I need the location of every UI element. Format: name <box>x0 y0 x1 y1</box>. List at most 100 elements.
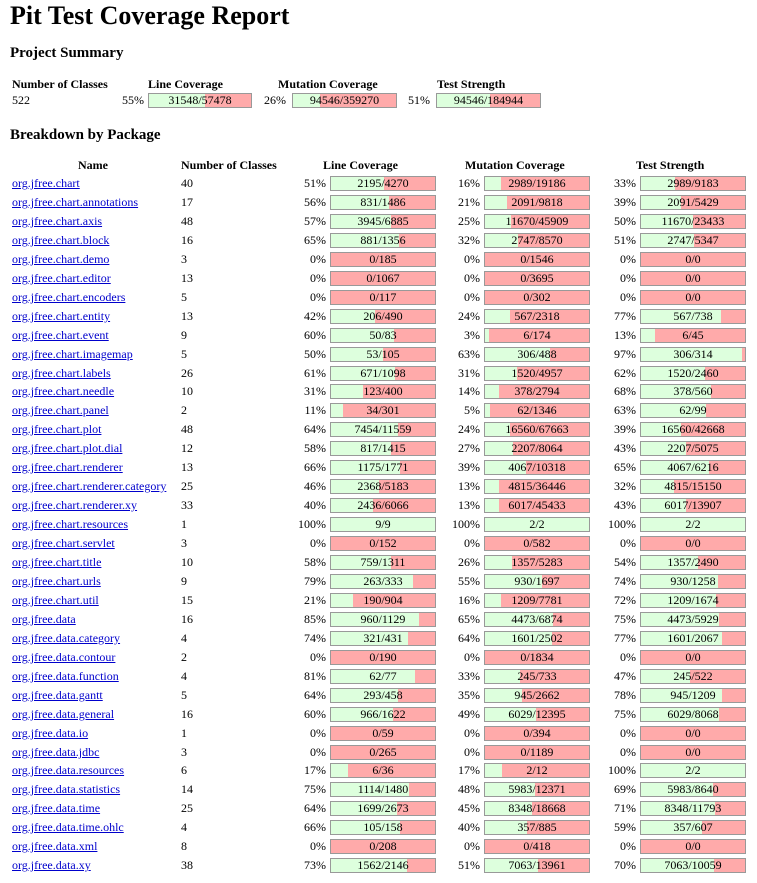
line-bar: 1175/1771 <box>330 460 436 475</box>
strength-pct: 47% <box>614 669 636 683</box>
line-text: 34/301 <box>366 403 400 417</box>
mutation-pct: 26% <box>458 555 480 569</box>
package-link[interactable]: org.jfree.data.general <box>12 707 115 721</box>
strength-pct: 65% <box>614 460 636 474</box>
strength-pct: 43% <box>614 498 636 512</box>
strength-pct: 77% <box>614 309 636 323</box>
package-link[interactable]: org.jfree.chart.imagemap <box>12 347 133 361</box>
line-text: 881/1356 <box>360 233 406 247</box>
package-link[interactable]: org.jfree.data.xml <box>12 839 98 853</box>
mutation-bar: 5983/12371 <box>484 782 590 797</box>
package-link[interactable]: org.jfree.data.gantt <box>12 688 103 702</box>
package-link[interactable]: org.jfree.chart.entity <box>12 309 111 323</box>
strength-text: 245/522 <box>673 669 713 683</box>
line-pct: 0% <box>310 650 326 664</box>
package-link[interactable]: org.jfree.data.statistics <box>12 782 121 796</box>
strength-bar: 6029/8068 <box>640 707 746 722</box>
line-text: 321/431 <box>363 631 403 645</box>
line-bar: 966/1622 <box>330 707 436 722</box>
package-link[interactable]: org.jfree.data <box>12 612 76 626</box>
line-text: 831/1486 <box>360 195 406 209</box>
package-link[interactable]: org.jfree.chart.urls <box>12 574 101 588</box>
line-bar: 1562/2146 <box>330 858 436 873</box>
package-link[interactable]: org.jfree.chart.demo <box>12 252 110 266</box>
strength-fill <box>641 385 712 398</box>
line-text: 2436/6066 <box>357 498 409 512</box>
line-text: 206/490 <box>363 309 403 323</box>
strength-pct: 59% <box>614 820 636 834</box>
package-link[interactable]: org.jfree.chart.axis <box>12 214 103 228</box>
summary-header-classes: Number of Classes <box>12 77 108 91</box>
strength-pct: 97% <box>614 347 636 361</box>
line-bar: 105/158 <box>330 820 436 835</box>
line-fill <box>331 196 390 209</box>
package-link[interactable]: org.jfree.chart.util <box>12 593 99 607</box>
mutation-fill <box>485 859 538 872</box>
package-link[interactable]: org.jfree.data.contour <box>12 650 116 664</box>
package-link[interactable]: org.jfree.data.io <box>12 726 89 740</box>
mutation-pct: 64% <box>458 631 480 645</box>
package-link[interactable]: org.jfree.data.category <box>12 631 121 645</box>
breakdown-header-classes: Number of Classes <box>181 158 277 172</box>
mutation-bar: 6/174 <box>484 328 590 343</box>
strength-pct: 69% <box>614 782 636 796</box>
mutation-pct: 25% <box>458 214 480 228</box>
mutation-text: 11670/45909 <box>505 214 569 228</box>
strength-pct: 0% <box>620 839 636 853</box>
strength-fill <box>641 348 743 361</box>
package-link[interactable]: org.jfree.chart.panel <box>12 403 109 417</box>
line-pct: 85% <box>304 612 326 626</box>
strength-pct: 75% <box>614 612 636 626</box>
mutation-pct: 32% <box>458 233 480 247</box>
summary-header-line: Line Coverage <box>148 77 223 91</box>
strength-fill <box>641 575 718 588</box>
package-link[interactable]: org.jfree.data.xy <box>12 858 91 872</box>
package-link[interactable]: org.jfree.chart.title <box>12 555 102 569</box>
package-link[interactable]: org.jfree.data.time.ohlc <box>12 820 124 834</box>
package-link[interactable]: org.jfree.chart.plot <box>12 422 102 436</box>
class-count: 5 <box>181 688 187 702</box>
package-link[interactable]: org.jfree.chart.plot.dial <box>12 441 123 455</box>
package-link[interactable]: org.jfree.chart.renderer <box>12 460 123 474</box>
line-fill <box>331 310 375 323</box>
line-bar: 62/77 <box>330 669 436 684</box>
package-link[interactable]: org.jfree.data.resources <box>12 763 125 777</box>
strength-text: 0/0 <box>685 650 701 664</box>
line-fill <box>331 518 435 531</box>
strength-pct: 78% <box>614 688 636 702</box>
strength-fill <box>641 556 698 569</box>
class-count: 16 <box>181 233 193 247</box>
mutation-fill <box>485 518 589 531</box>
package-link[interactable]: org.jfree.chart <box>12 176 80 190</box>
strength-fill <box>641 802 715 815</box>
strength-fill <box>641 594 717 607</box>
strength-bar: 2/2 <box>640 517 746 532</box>
package-link[interactable]: org.jfree.data.time <box>12 801 101 815</box>
mutation-bar: 567/2318 <box>484 309 590 324</box>
strength-text: 5983/8640 <box>667 782 719 796</box>
package-link[interactable]: org.jfree.chart.renderer.xy <box>12 498 138 512</box>
package-link[interactable]: org.jfree.chart.resources <box>12 517 129 531</box>
package-link[interactable]: org.jfree.chart.needle <box>12 384 115 398</box>
mutation-bar: 6017/45433 <box>484 498 590 513</box>
package-link[interactable]: org.jfree.chart.editor <box>12 271 111 285</box>
package-link[interactable]: org.jfree.chart.encoders <box>12 290 126 304</box>
mutation-text: 8348/18668 <box>508 801 566 815</box>
line-pct: 65% <box>304 233 326 247</box>
mutation-text: 7063/13961 <box>508 858 566 872</box>
package-link[interactable]: org.jfree.chart.servlet <box>12 536 115 550</box>
strength-bar: 357/607 <box>640 820 746 835</box>
line-fill <box>331 499 373 512</box>
strength-bar: 0/0 <box>640 839 746 854</box>
package-link[interactable]: org.jfree.data.jdbc <box>12 745 100 759</box>
package-link[interactable]: org.jfree.chart.annotations <box>12 195 139 209</box>
mutation-text: 2/2 <box>529 517 545 531</box>
package-link[interactable]: org.jfree.data.function <box>12 669 119 683</box>
package-link[interactable]: org.jfree.chart.block <box>12 233 110 247</box>
package-link[interactable]: org.jfree.chart.renderer.category <box>12 479 167 493</box>
package-link[interactable]: org.jfree.chart.labels <box>12 366 111 380</box>
class-count: 3 <box>181 536 187 550</box>
mutation-fill <box>485 423 511 436</box>
project-summary-heading: Project Summary <box>10 45 124 61</box>
package-link[interactable]: org.jfree.chart.event <box>12 328 109 342</box>
